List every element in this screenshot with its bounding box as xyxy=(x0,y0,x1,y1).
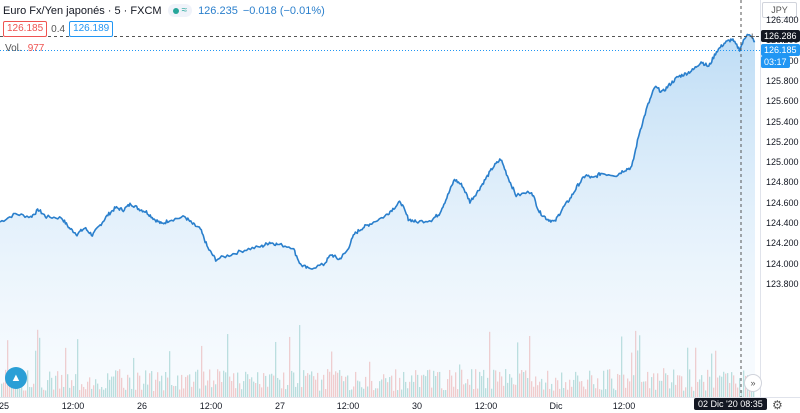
countdown-tag: 03:17 xyxy=(761,56,790,68)
price-axis-tick: 125.800 xyxy=(766,75,799,86)
time-axis-tick: 12:00 xyxy=(612,401,636,411)
time-axis-tick: 12:00 xyxy=(199,401,223,411)
time-axis-tick: 12:00 xyxy=(474,401,498,411)
price-axis-tick: 124.400 xyxy=(766,218,799,228)
status-badge[interactable]: ≈ xyxy=(167,4,193,17)
bid-button[interactable]: 126.185 xyxy=(3,21,48,37)
price-line xyxy=(0,33,756,270)
chart-legend: Euro Fx/Yen japonés · 5 · FXCM ≈ 126.235… xyxy=(3,4,325,17)
price-axis-tick: 123.800 xyxy=(766,278,799,289)
price-axis-tick: 125.600 xyxy=(766,96,799,107)
green-dot-icon xyxy=(172,7,179,14)
price-axis-tick: 124.200 xyxy=(766,238,799,249)
crosshair-time-tag: 02 Dic '20 08:35 xyxy=(694,398,767,410)
symbol-title[interactable]: Euro Fx/Yen japonés · 5 · FXCM xyxy=(3,4,162,17)
time-axis-tick: 25 xyxy=(0,401,10,411)
crosshair-date: 02 Dic '20 xyxy=(698,399,738,409)
plus-icon[interactable]: + xyxy=(749,31,756,43)
last-price-tag: 126.185 xyxy=(761,44,800,56)
volume-value: 977 xyxy=(27,43,45,54)
time-axis-tick: Dic xyxy=(549,401,563,411)
tradingview-logo-icon[interactable]: ▲ xyxy=(5,367,27,389)
time-axis-tick: 26 xyxy=(136,401,148,411)
crosshair-price-tag: 126.286 xyxy=(761,30,800,42)
volume-label: Vol. xyxy=(5,43,22,54)
spread-value: 0.4 xyxy=(51,23,66,35)
gear-icon[interactable]: ⚙ xyxy=(772,398,783,412)
price-axis-tick: 125.200 xyxy=(766,136,799,147)
time-axis-tick: 30 xyxy=(411,401,423,411)
last-price-value: 126.235 xyxy=(198,4,238,17)
price-axis-tick: 125.000 xyxy=(766,157,799,168)
scroll-to-realtime-icon[interactable]: » xyxy=(744,374,762,392)
currency-button[interactable]: JPY xyxy=(762,2,797,18)
price-change: −0.018 (−0.01%) xyxy=(242,4,325,17)
volume-legend: Vol. 977 xyxy=(5,43,44,54)
ask-button[interactable]: 126.189 xyxy=(69,21,114,37)
price-axis-tick: 124.000 xyxy=(766,258,799,269)
time-axis-tick: 12:00 xyxy=(336,401,360,411)
price-axis-tick: 125.400 xyxy=(766,116,799,127)
quote-row: 126.185 0.4 126.189 xyxy=(3,21,114,37)
approx-wave-icon: ≈ xyxy=(181,4,188,16)
price-axis-tick: 126.400 xyxy=(766,15,799,25)
time-axis-tick: 27 xyxy=(274,401,286,411)
crosshair-clock: 08:35 xyxy=(740,399,763,409)
time-axis-tick: 12:00 xyxy=(61,401,85,411)
price-area-fill xyxy=(0,34,755,397)
price-axis-tick: 124.600 xyxy=(766,197,799,208)
price-axis-tick: 124.800 xyxy=(766,177,799,188)
